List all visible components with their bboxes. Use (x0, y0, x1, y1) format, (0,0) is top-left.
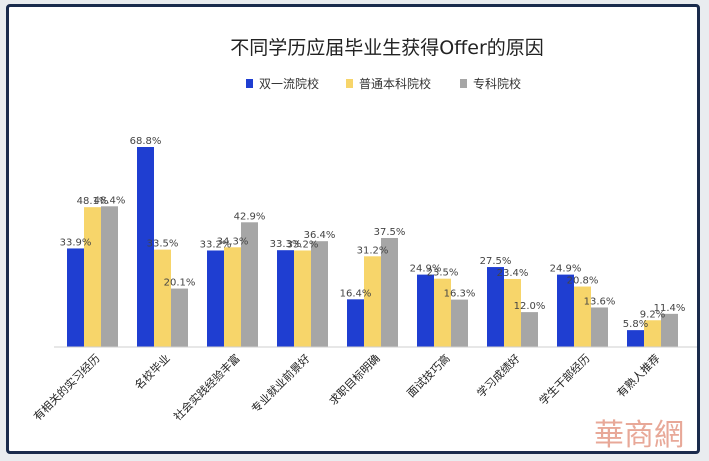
data-label-5-1: 23.5% (427, 268, 459, 279)
data-label-6-2: 12.0% (514, 301, 546, 312)
bar-4-2 (381, 237, 398, 347)
data-label-0-0: 33.9% (60, 237, 92, 248)
data-label-1-1: 33.5% (147, 239, 179, 250)
data-label-6-1: 23.4% (497, 268, 529, 279)
bar-7-2 (591, 307, 608, 347)
bar-6-0 (487, 267, 504, 347)
legend-label-2: 专科院校 (473, 76, 521, 91)
data-label-0-2: 48.4% (94, 195, 126, 206)
legend-swatch-0 (246, 79, 253, 88)
bar-chart: 不同学历应届毕业生获得Offer的原因 双一流院校 普通本科院校 专科院校 33.9… (30, 37, 697, 451)
legend-swatch-1 (346, 79, 353, 88)
data-label-4-1: 31.2% (357, 245, 389, 256)
bar-8-2 (661, 313, 678, 347)
tick-label-6: 学习成绩好 (474, 351, 523, 400)
bar-6-2 (521, 312, 538, 347)
bar-1-1 (154, 249, 171, 347)
data-label-7-0: 24.9% (550, 264, 582, 275)
legend-swatch-2 (460, 79, 467, 88)
data-label-4-0: 16.4% (340, 288, 372, 299)
data-labels: 33.9%48.1%48.4%68.8%33.5%20.1%33.2%34.3%… (60, 136, 686, 330)
bar-7-1 (574, 286, 591, 347)
data-label-6-0: 27.5% (480, 256, 512, 267)
data-label-7-2: 13.6% (584, 296, 616, 307)
data-label-8-1: 9.2% (640, 309, 665, 320)
bar-2-0 (207, 250, 224, 347)
data-label-2-1: 34.3% (217, 236, 249, 247)
bar-1-0 (137, 147, 154, 347)
bar-5-1 (434, 278, 451, 347)
tick-label-2: 社会实践经验丰富 (170, 351, 242, 423)
data-label-3-1: 33.2% (287, 239, 319, 250)
bar-6-1 (504, 278, 521, 347)
bar-2-2 (241, 222, 258, 347)
data-label-5-0: 24.9% (410, 264, 442, 275)
bar-8-1 (644, 320, 661, 347)
chart-frame: 不同学历应届毕业生获得Offer的原因 双一流院校 普通本科院校 专科院校 33.9… (6, 4, 700, 454)
bar-7-0 (557, 274, 574, 347)
data-label-0-1: 48.1% (77, 196, 109, 207)
tick-label-3: 专业就业前景好 (248, 351, 312, 415)
bar-8-0 (627, 330, 644, 347)
tick-label-1: 名校毕业 (132, 351, 173, 392)
bar-4-0 (347, 299, 364, 347)
tick-label-0: 有相关的实习经历 (30, 351, 102, 423)
data-label-3-0: 33.3% (270, 239, 302, 250)
tick-label-5: 面试技巧高 (404, 351, 453, 400)
data-label-1-0: 68.8% (130, 136, 162, 147)
data-label-8-0: 5.8% (623, 319, 648, 330)
bar-5-0 (417, 274, 434, 347)
tick-label-4: 求职目标明确 (326, 351, 383, 408)
bar-3-1 (294, 250, 311, 347)
data-label-5-2: 16.3% (444, 289, 476, 300)
legend-label-1: 普通本科院校 (359, 76, 431, 91)
tick-label-7: 学生干部经历 (536, 351, 593, 408)
data-label-1-2: 20.1% (164, 278, 196, 289)
bar-0-0 (67, 248, 84, 347)
bar-5-2 (451, 299, 468, 347)
chart-title: 不同学历应届毕业生获得Offer的原因 (230, 37, 544, 59)
legend: 双一流院校 普通本科院校 专科院校 (246, 76, 521, 91)
data-label-2-0: 33.2% (200, 239, 232, 250)
legend-label-0: 双一流院校 (259, 76, 319, 91)
tick-label-8: 有熟人推荐 (614, 351, 663, 400)
bar-0-1 (84, 207, 101, 347)
bar-0-2 (101, 206, 118, 347)
data-label-8-2: 11.4% (654, 303, 686, 314)
bar-2-1 (224, 247, 241, 347)
bars (67, 147, 678, 347)
watermark-logo: 華商網 (594, 418, 684, 451)
bar-4-1 (364, 256, 381, 347)
data-label-3-2: 36.4% (304, 230, 336, 241)
data-label-7-1: 20.8% (567, 276, 599, 287)
bar-3-0 (277, 250, 294, 347)
bar-3-2 (311, 241, 328, 347)
data-label-4-2: 37.5% (374, 227, 406, 238)
bar-1-2 (171, 288, 188, 347)
data-label-2-2: 42.9% (234, 211, 266, 222)
